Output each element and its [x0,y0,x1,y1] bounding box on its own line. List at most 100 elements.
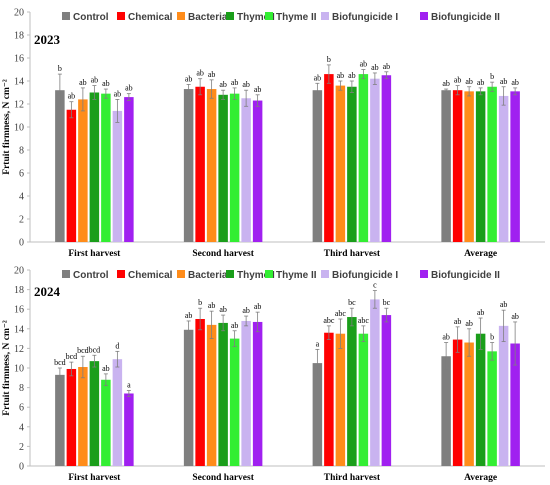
bar [510,91,520,242]
bar [89,361,100,466]
bar [487,351,497,466]
legend-entry: Bacteria [188,270,228,281]
data-label: b [58,64,62,73]
y-tick-label: 0 [19,462,24,473]
legend-entry: Thyme II [276,270,317,281]
data-label: ab [254,85,262,94]
bar [112,359,123,466]
bar [252,100,263,242]
y-tick-label: 14 [14,77,24,88]
bar [66,109,77,242]
data-label: b [327,55,331,64]
bar [78,367,88,466]
data-label: ab [231,78,239,87]
bar [218,322,228,466]
data-label: ab [337,71,345,80]
data-label: ab [511,78,519,87]
data-label: abc [323,316,335,325]
y-tick-label: 2 [19,442,24,453]
y-tick-label: 20 [14,266,24,277]
y-tick-label: 2 [19,215,24,226]
data-label: ab [208,70,216,79]
y-tick-label: 6 [19,169,24,180]
legend-entry: Chemical [128,12,173,23]
bar [55,90,65,242]
bar [206,324,217,466]
data-label: bc [383,298,391,307]
y-tick-label: 12 [14,100,24,111]
legend-swatch [265,12,273,20]
y-tick-label: 0 [19,238,24,249]
bar [464,91,474,242]
bar [124,97,134,242]
bar [312,363,323,466]
bar [475,333,486,466]
data-label: b [490,72,494,81]
y-axis-label: Frtuit firmness, N cm⁻² [2,320,12,416]
x-tick-label: Third harvest [324,473,381,483]
bar [218,94,228,242]
y-tick-label: 14 [14,324,24,335]
data-label: abc [335,309,347,318]
bar [370,78,380,242]
bar [498,325,509,466]
legend-entry: Bacteria [188,12,228,23]
bar [312,90,323,242]
data-label: ab [477,308,485,317]
data-label: a [316,339,320,348]
legend-swatch [177,270,185,278]
bar [475,91,486,242]
data-label: ab [219,80,227,89]
bar [229,338,240,466]
bar [381,315,392,466]
bar [66,368,77,466]
y-tick-label: 8 [19,146,24,157]
bar [347,317,357,466]
data-label: bcd [66,352,78,361]
legend-entry: Control [73,270,109,281]
data-label: ab [360,60,368,69]
y-tick-label: 16 [14,305,24,316]
bar [464,342,474,466]
legend-swatch [62,270,70,278]
data-label: ab [196,69,204,78]
bar [510,343,520,466]
bar [335,85,346,242]
x-tick-label: First harvest [68,249,121,259]
x-tick-label: Third harvest [324,249,381,259]
y-tick-label: 18 [14,285,24,296]
data-label: b [490,333,494,342]
data-label: ab [254,302,262,311]
data-label: ab [465,319,473,328]
legend-entry: Chemical [128,270,173,281]
data-label: ab [102,79,110,88]
legend-swatch [117,270,125,278]
bar [89,92,100,242]
legend-entry: Biofungicide I [332,270,398,281]
legend-swatch [117,12,125,20]
data-label: ab [465,77,473,86]
x-tick-label: First harvest [68,473,121,483]
data-label: ab [219,305,227,314]
bar [487,86,497,242]
bar [452,339,463,466]
y-tick-label: 20 [14,8,24,19]
x-tick-label: Second harvest [192,473,254,483]
data-label: bcd [77,346,89,355]
chart-title: 2023 [34,32,61,47]
data-label: ab [125,84,133,93]
legend-swatch [265,270,273,278]
bar [252,321,263,466]
y-tick-label: 6 [19,403,24,414]
bar [78,99,88,243]
bar [441,90,451,242]
data-label: bcd [54,358,66,367]
data-label: bc [348,298,356,307]
legend-entry: Thyme I [237,270,275,281]
y-tick-label: 10 [14,364,24,375]
bar [498,95,509,242]
y-tick-label: 18 [14,31,24,42]
bar [55,374,65,466]
bar [347,86,357,242]
